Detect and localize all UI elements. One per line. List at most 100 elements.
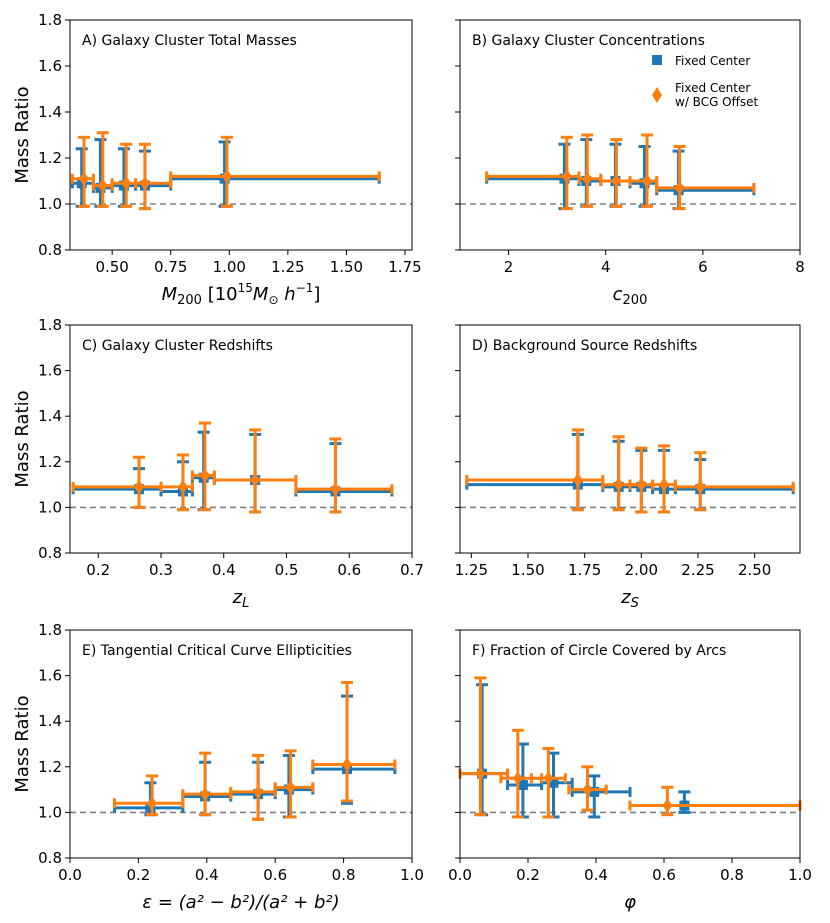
x-axis-label-sub: L xyxy=(242,596,249,611)
series-bcg-offset xyxy=(485,133,756,211)
y-tick-label: 1.6 xyxy=(38,362,62,380)
x-tick-label: 0.2 xyxy=(86,561,110,579)
x-axis-label-rest: [10 xyxy=(202,284,238,305)
x-axis-label: zS xyxy=(620,587,639,611)
data-point-diamond xyxy=(97,178,108,193)
axes-frame xyxy=(69,324,413,554)
data-point-square xyxy=(517,780,528,791)
panel-a: 0.8 1.0 1.2 1.4 1.6 1.8 0.50 0.75 1.00 1.25 1.50 1.… xyxy=(12,11,422,308)
data-point-diamond xyxy=(674,180,685,195)
data-point-diamond xyxy=(582,782,593,797)
x-tick-label: 1.00 xyxy=(213,258,246,276)
axes-frame xyxy=(459,324,801,554)
data-point-square xyxy=(76,178,87,189)
x-tick-label: 2.25 xyxy=(681,561,714,579)
data-point-diamond xyxy=(662,798,673,813)
x-tick-label: 0.4 xyxy=(212,561,236,579)
x-tick-label: 1.0 xyxy=(400,866,424,884)
data-point-diamond xyxy=(121,176,132,191)
panel-d: 1.25 1.50 1.75 2.00 2.25 2.50 D) Background So… xyxy=(455,324,801,611)
y-tick-label: 1.0 xyxy=(38,803,62,821)
x-tick-label: 0.0 xyxy=(58,866,82,884)
series-bcg-offset xyxy=(112,680,397,821)
data-point-diamond xyxy=(330,482,341,497)
x-tick-label: 6 xyxy=(698,258,708,276)
y-tick-label: 0.8 xyxy=(38,241,62,259)
x-tick-label: 1.0 xyxy=(788,866,812,884)
data-point-diamond xyxy=(285,780,296,795)
x-tick-label: 1.75 xyxy=(568,561,601,579)
x-axis-label-exponent: −1 xyxy=(296,281,314,295)
x-axis-label: zL xyxy=(232,587,250,611)
y-tick-label: 1.2 xyxy=(38,453,62,471)
x-axis-label-exponent: 15 xyxy=(238,281,253,295)
data-point-square xyxy=(548,777,559,788)
legend-marker-offset xyxy=(652,87,662,103)
x-tick-label: 1.75 xyxy=(388,258,421,276)
x-axis-label: c200 xyxy=(613,284,648,308)
x-tick-label: 2 xyxy=(504,258,514,276)
data-point-diamond xyxy=(221,169,232,184)
series-bcg-offset xyxy=(458,676,802,819)
y-tick-label: 1.4 xyxy=(38,103,62,121)
x-axis-label-h: h xyxy=(279,284,296,305)
panel-c: 0.8 1.0 1.2 1.4 1.6 1.8 0.2 0.3 0.4 0.5 0.6 0.7 C) G… xyxy=(12,316,424,611)
x-tick-label: 2.00 xyxy=(625,561,658,579)
data-point-diamond xyxy=(250,473,261,488)
y-tick-label: 1.8 xyxy=(38,621,62,639)
y-tick-label: 1.0 xyxy=(38,195,62,213)
x-axis-label-main: M xyxy=(162,284,178,305)
panel-title: B) Galaxy Cluster Concentrations xyxy=(472,33,705,49)
x-tick-label: 0.7 xyxy=(400,561,424,579)
x-tick-label: 0.2 xyxy=(126,866,150,884)
x-axis-label-sub: 200 xyxy=(623,293,648,308)
data-point-diamond xyxy=(611,174,622,188)
data-point-diamond xyxy=(79,171,90,186)
x-tick-label: 0.50 xyxy=(95,258,128,276)
series-bcg-offset xyxy=(70,131,381,211)
x-tick-label: 1.50 xyxy=(330,258,363,276)
panel-title: C) Galaxy Cluster Redshifts xyxy=(82,338,273,354)
y-tick-label: 1.6 xyxy=(38,57,62,75)
x-axis-label-sub: 200 xyxy=(177,293,202,308)
series-fixed-center xyxy=(485,138,756,211)
panel-title: F) Fraction of Circle Covered by Arcs xyxy=(472,643,726,659)
axes-frame xyxy=(459,19,801,251)
axes-frame xyxy=(69,19,413,251)
x-axis-label-sun: ⊙ xyxy=(268,293,278,307)
x-tick-label: 0.6 xyxy=(337,561,361,579)
data-point-diamond xyxy=(636,477,647,492)
series-bcg-offset xyxy=(465,428,795,514)
y-tick-label: 1.6 xyxy=(38,667,62,685)
x-axis-label-main: z xyxy=(232,587,243,608)
panel-e: 0.8 1.0 1.2 1.4 1.6 1.8 0.0 0.2 0.4 0.6 0.8 1.0 E) T… xyxy=(12,621,424,913)
data-point-diamond xyxy=(613,477,624,492)
legend-marker-fixed xyxy=(652,55,662,65)
x-axis-label-main: c xyxy=(613,284,623,305)
panel-title: D) Background Source Redshifts xyxy=(472,338,697,354)
x-tick-label: 0.4 xyxy=(584,866,608,884)
y-tick-label: 1.4 xyxy=(38,407,62,425)
y-tick-label: 0.8 xyxy=(38,849,62,867)
x-axis-label: M200 [1015M⊙ h−1] xyxy=(162,281,321,308)
axes-frame xyxy=(459,629,801,859)
series-fixed-center xyxy=(465,432,795,514)
legend-label-offset-line2: w/ BCG Offset xyxy=(675,95,759,109)
data-point-square xyxy=(589,786,600,797)
data-point-diamond xyxy=(512,771,523,786)
data-point-diamond xyxy=(134,479,145,494)
data-point-diamond xyxy=(659,477,669,492)
data-point-diamond xyxy=(177,479,188,494)
y-tick-label: 1.4 xyxy=(38,712,62,730)
data-point-diamond xyxy=(561,169,572,184)
x-tick-label: 1.25 xyxy=(455,561,488,579)
x-tick-label: 0.2 xyxy=(516,866,540,884)
x-tick-label: 1.25 xyxy=(271,258,304,276)
data-point-diamond xyxy=(147,796,158,811)
y-tick-label: 1.8 xyxy=(38,11,62,29)
x-tick-label: 4 xyxy=(601,258,611,276)
x-axis-label: ε = (a² − b²)/(a² + b²) xyxy=(142,892,339,913)
y-tick-label: 1.0 xyxy=(38,498,62,516)
data-point-diamond xyxy=(200,787,211,802)
